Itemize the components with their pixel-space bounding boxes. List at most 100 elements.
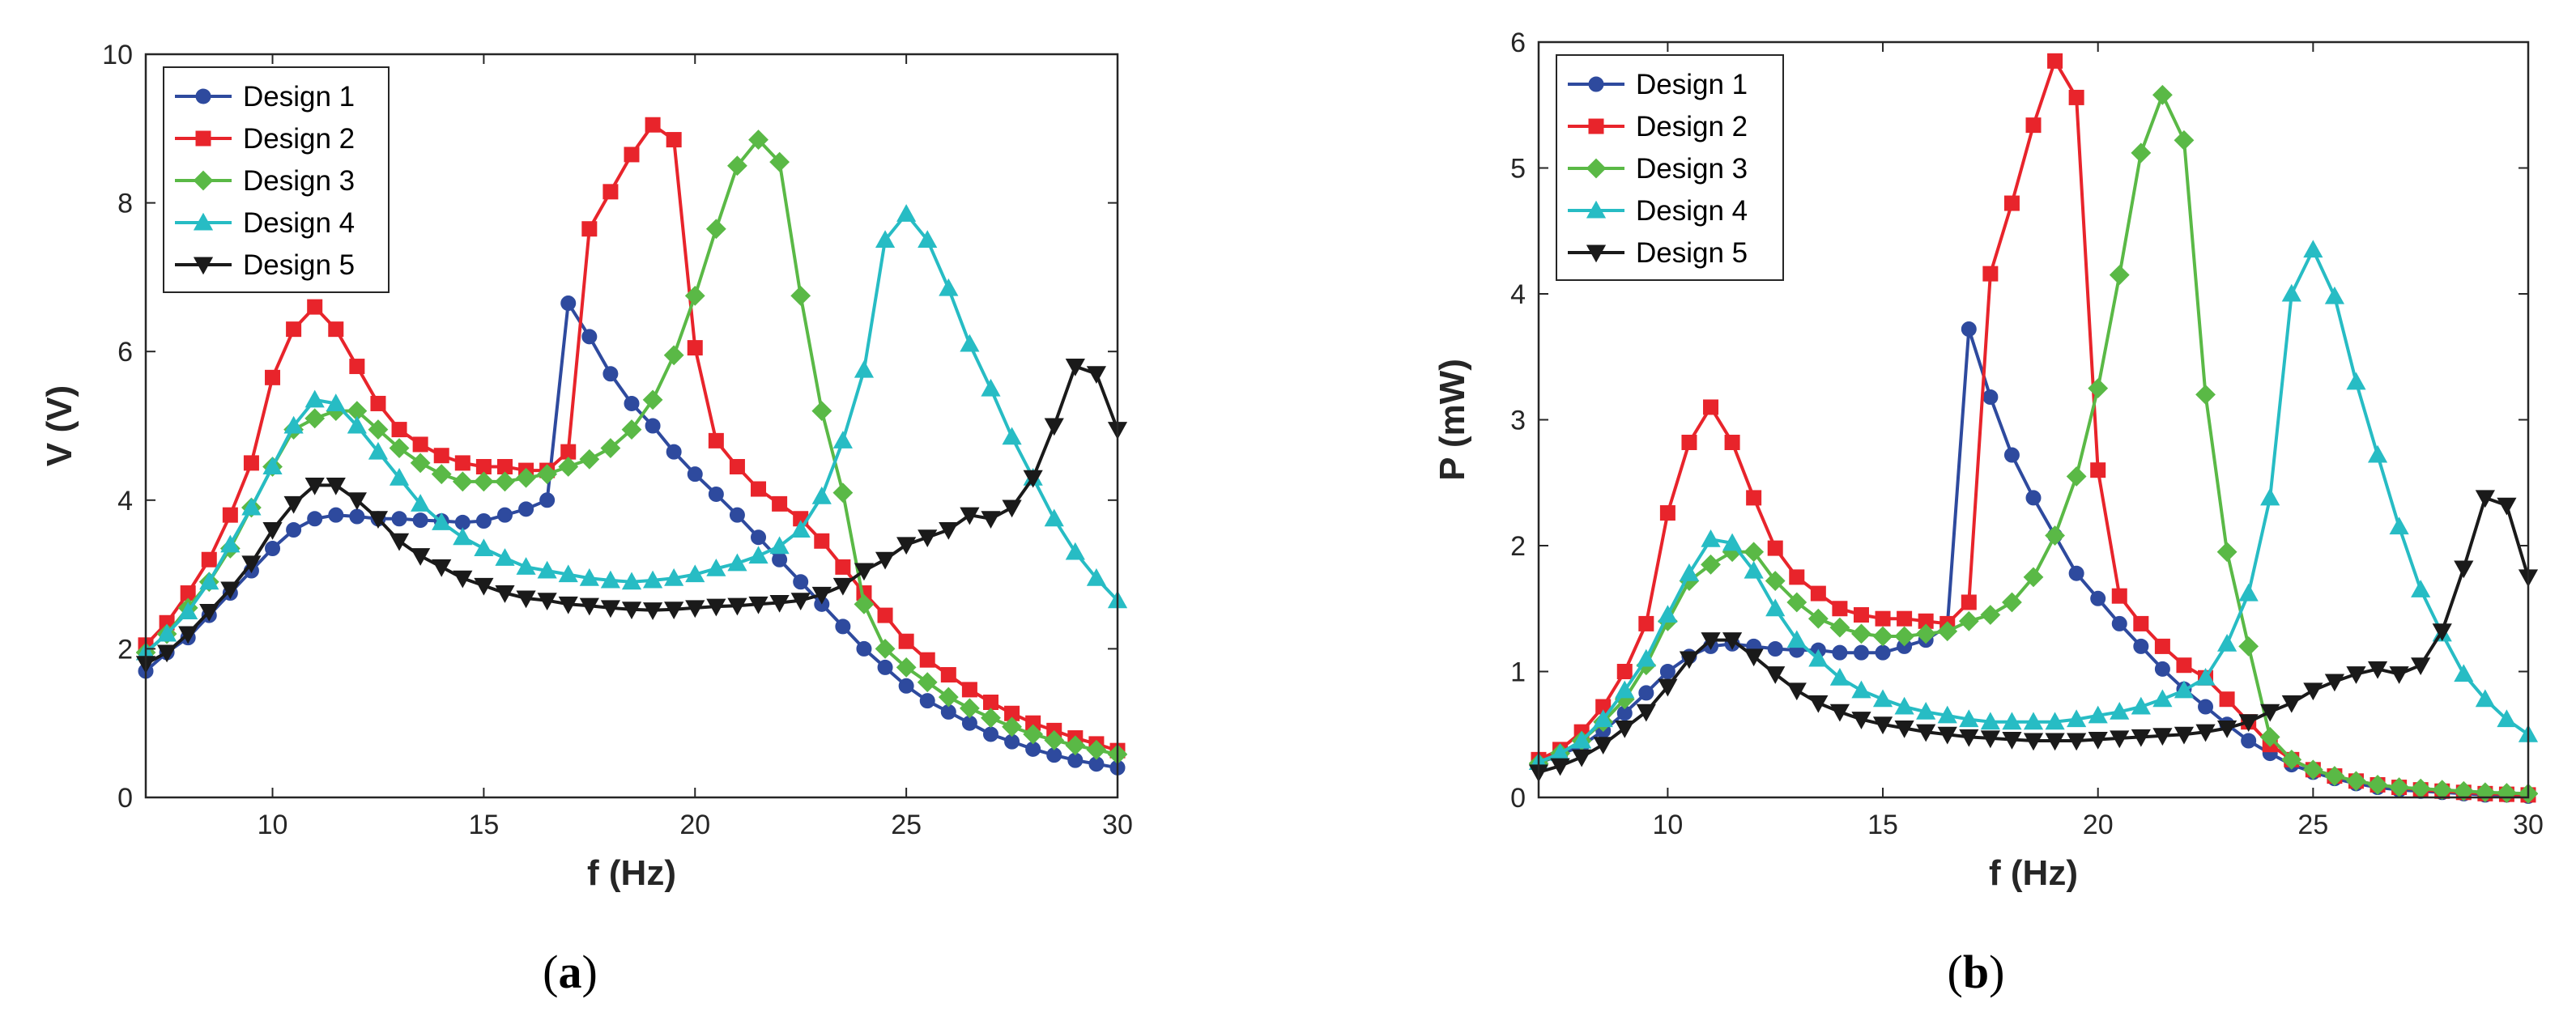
data-point <box>199 572 219 590</box>
data-point <box>370 395 386 411</box>
data-point <box>389 467 410 486</box>
series-5 <box>1529 490 2538 783</box>
data-point <box>2195 384 2216 405</box>
data-point <box>262 457 283 474</box>
data-point <box>982 694 998 710</box>
data-point <box>475 513 492 529</box>
data-point <box>685 600 705 619</box>
data-point <box>621 602 642 620</box>
data-point <box>600 438 621 458</box>
data-point <box>811 486 832 504</box>
y-tick-label: 6 <box>117 337 133 368</box>
data-point <box>2023 712 2044 730</box>
data-point <box>516 590 536 609</box>
data-point <box>664 602 684 620</box>
data-point <box>2195 667 2216 686</box>
data-point <box>2088 378 2109 399</box>
data-point <box>1786 630 1807 648</box>
data-point <box>1958 610 1979 631</box>
data-point <box>2174 726 2195 745</box>
data-point <box>518 501 534 517</box>
data-point <box>2281 695 2301 713</box>
data-point <box>790 520 811 538</box>
data-point <box>1980 712 2000 730</box>
data-point <box>1002 499 1022 518</box>
legend-label: Design 2 <box>1636 111 1748 142</box>
data-point <box>1572 749 1592 767</box>
data-point <box>537 464 558 485</box>
data-point <box>938 687 959 708</box>
data-point <box>220 581 241 600</box>
data-point <box>178 626 198 644</box>
data-point <box>410 453 431 474</box>
data-point <box>286 522 302 538</box>
data-point <box>2302 759 2323 780</box>
data-point <box>835 619 851 635</box>
data-point <box>706 598 726 617</box>
data-point <box>1832 644 1848 661</box>
data-point <box>1915 623 1936 644</box>
data-point <box>1615 720 1635 738</box>
data-point <box>1765 571 1786 591</box>
data-point <box>2324 286 2345 304</box>
data-point <box>1937 705 1957 724</box>
caption-b: (b) <box>1948 946 2005 998</box>
data-point <box>2453 780 2474 801</box>
data-point <box>727 597 747 616</box>
data-point <box>832 431 853 448</box>
data-point <box>854 563 875 581</box>
data-point <box>1980 605 2001 625</box>
data-point <box>1894 696 1914 715</box>
data-point <box>283 415 304 434</box>
legend-label: Design 1 <box>1636 69 1748 100</box>
data-point <box>474 577 494 596</box>
data-point <box>1681 434 1697 450</box>
data-point <box>2216 634 2238 652</box>
data-point <box>326 477 346 495</box>
data-point <box>790 593 811 611</box>
data-point <box>391 422 407 438</box>
data-point <box>877 607 893 623</box>
data-point <box>1875 644 1891 661</box>
data-point <box>2176 657 2192 674</box>
legend-label: Design 2 <box>243 123 355 155</box>
data-point <box>2002 731 2022 750</box>
data-point <box>2216 542 2238 563</box>
data-point <box>748 546 769 564</box>
y-tick-label: 4 <box>117 486 133 516</box>
data-point <box>328 321 344 338</box>
data-point <box>2260 704 2280 722</box>
data-point <box>2109 265 2130 286</box>
data-point <box>453 527 473 546</box>
data-point <box>939 522 959 540</box>
data-point <box>495 471 515 492</box>
data-point <box>2131 142 2152 164</box>
data-point <box>1722 533 1743 551</box>
data-point <box>1002 427 1022 445</box>
data-point <box>579 448 600 470</box>
data-point <box>663 345 684 366</box>
data-point <box>2324 674 2345 692</box>
data-point <box>2281 749 2302 770</box>
data-point <box>2432 623 2452 642</box>
series-1 <box>138 295 1126 776</box>
data-point <box>1765 666 1786 684</box>
data-point <box>307 511 323 527</box>
series-5 <box>136 359 1127 674</box>
data-point <box>220 534 241 553</box>
data-point <box>412 436 428 453</box>
legend-marker <box>193 170 214 191</box>
data-point <box>1086 568 1107 586</box>
data-point <box>1937 726 1957 745</box>
data-point <box>411 494 431 512</box>
y-tick-label: 1 <box>1510 657 1526 688</box>
data-point <box>621 419 642 440</box>
data-point <box>706 558 726 576</box>
data-point <box>961 682 977 698</box>
data-point <box>2088 731 2108 750</box>
data-point <box>581 221 598 237</box>
data-point <box>537 560 557 579</box>
data-point <box>156 644 177 663</box>
data-point <box>981 708 1001 729</box>
series-3 <box>1529 84 2538 804</box>
